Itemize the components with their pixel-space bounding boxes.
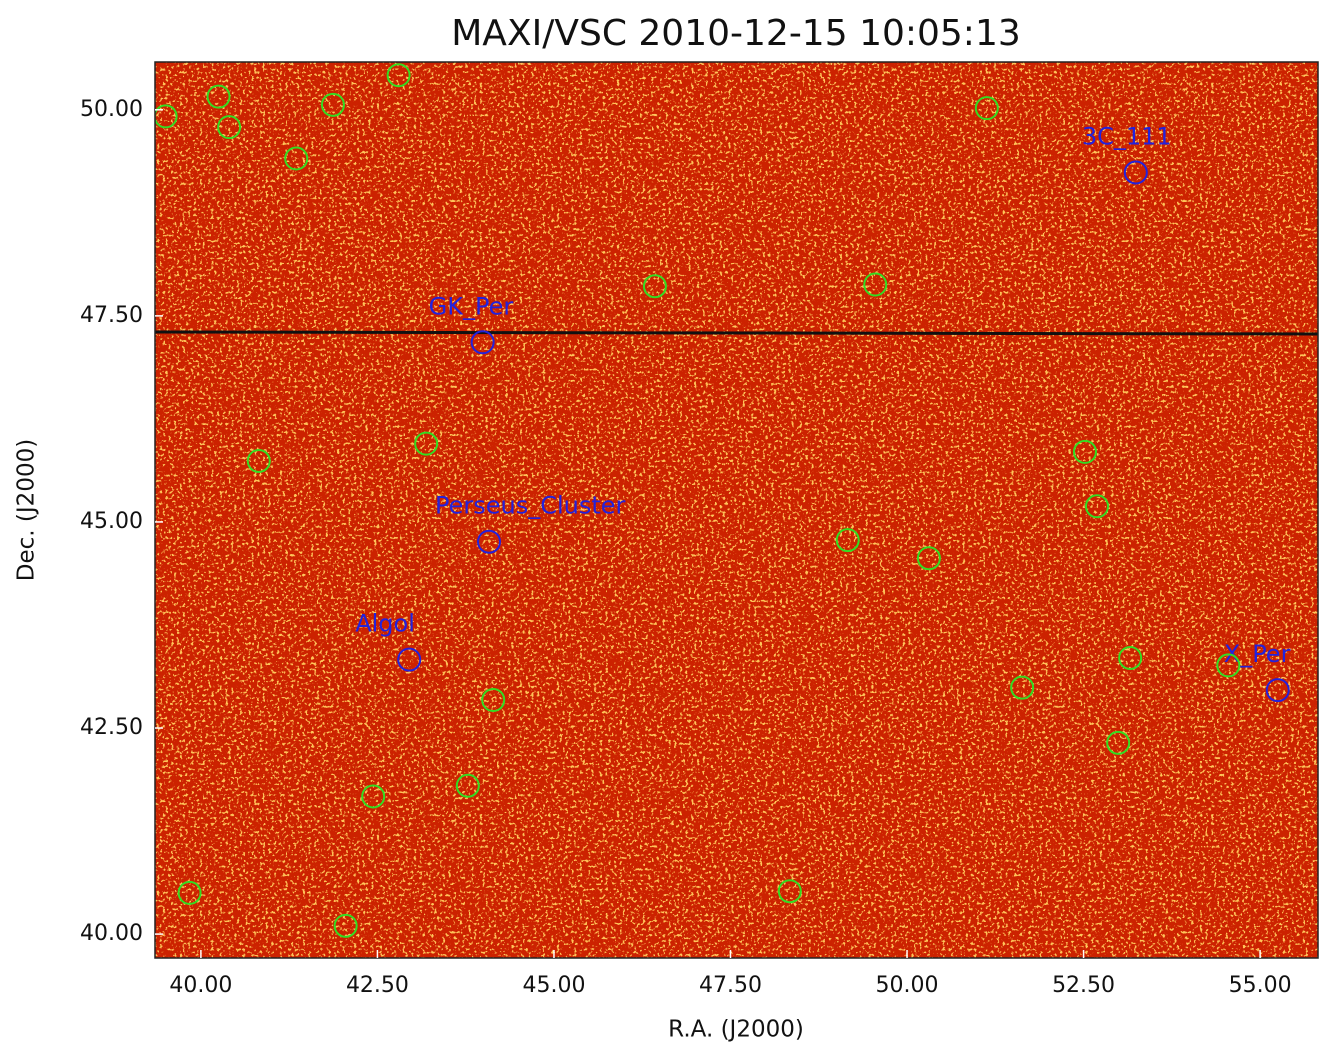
x-tick-label: 40.00 <box>169 973 232 998</box>
catalog-source <box>1010 675 1035 700</box>
y-tick-label: 42.50 <box>80 715 143 740</box>
source-label: Perseus_Cluster <box>435 492 626 520</box>
catalog-source <box>777 879 802 904</box>
named-source <box>397 647 422 672</box>
x-tick-label: 47.50 <box>699 973 762 998</box>
catalog-source <box>320 92 345 117</box>
catalog-source <box>206 84 231 109</box>
x-tick-label: 50.00 <box>876 973 939 998</box>
catalog-source <box>333 913 358 938</box>
named-source <box>1123 160 1148 185</box>
catalog-source <box>863 272 888 297</box>
catalog-source <box>177 880 202 905</box>
x-tick-label: 55.00 <box>1229 973 1292 998</box>
plot-frame <box>154 61 1319 959</box>
plot-area: 3C_111 GK_Per Perseus_Cluster Algol X_Per <box>155 62 1318 958</box>
y-tick-label: 45.00 <box>80 509 143 534</box>
catalog-source <box>481 687 506 712</box>
y-tick-label: 47.50 <box>80 303 143 328</box>
image-noise <box>155 62 1318 958</box>
y-tick-label: 40.00 <box>80 921 143 946</box>
chart-title: MAXI/VSC 2010-12-15 10:05:13 <box>451 13 1021 54</box>
catalog-source <box>1084 494 1109 519</box>
catalog-source <box>642 274 667 299</box>
catalog-source <box>916 546 941 571</box>
x-tick-label: 45.00 <box>522 973 585 998</box>
y-axis-label: Dec. (J2000) <box>14 439 40 581</box>
catalog-source <box>1118 645 1143 670</box>
catalog-source <box>974 96 999 121</box>
catalog-source <box>246 448 271 473</box>
image-artifact <box>155 330 1318 336</box>
named-source <box>477 529 502 554</box>
catalog-source <box>835 528 860 553</box>
source-label: Algol <box>355 610 415 638</box>
x-tick-label: 52.50 <box>1052 973 1115 998</box>
catalog-source <box>1216 653 1241 678</box>
y-tick-label: 50.00 <box>80 97 143 122</box>
catalog-source <box>155 104 178 129</box>
x-axis-label: R.A. (J2000) <box>668 1017 804 1043</box>
catalog-source <box>1106 730 1131 755</box>
catalog-source <box>386 63 411 88</box>
source-label: GK_Per <box>429 292 514 320</box>
catalog-source <box>1072 439 1097 464</box>
named-source <box>470 330 495 355</box>
catalog-source <box>455 773 480 798</box>
catalog-source <box>361 784 386 809</box>
source-label: X_Per <box>1224 640 1291 668</box>
named-source <box>1265 678 1290 703</box>
source-label: 3C_111 <box>1082 122 1172 150</box>
catalog-source <box>217 115 242 140</box>
catalog-source <box>414 431 439 456</box>
x-tick-label: 42.50 <box>346 973 409 998</box>
catalog-source <box>284 146 309 171</box>
